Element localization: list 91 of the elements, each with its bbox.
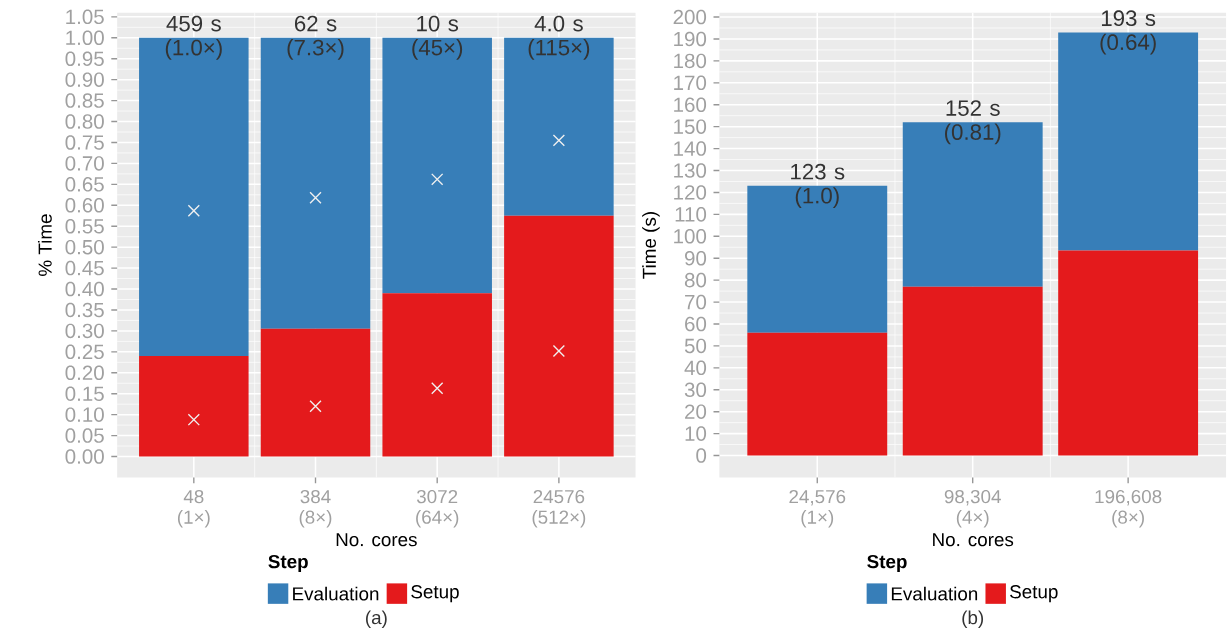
y-tick-label: 130 <box>674 163 707 178</box>
x-axis-title: No. cores <box>336 532 417 547</box>
y-tick-label: 120 <box>674 185 707 200</box>
y-tick-label: 0.45 <box>65 260 104 276</box>
y-tick-label: 30 <box>684 382 707 397</box>
y-tick-label: 0 <box>696 448 707 463</box>
bar <box>902 122 1043 287</box>
legend-label: Evaluation <box>293 586 379 601</box>
y-tick-label: 0.85 <box>65 93 104 108</box>
y-tick-label: 110 <box>675 206 707 222</box>
x-tick-label: 384 (8×) <box>299 489 332 528</box>
y-tick-label: 150 <box>674 119 707 134</box>
y-tick-label: 0.80 <box>65 114 104 129</box>
point <box>552 344 566 357</box>
y-tick-label: 0.40 <box>65 281 104 297</box>
y-tick-label: 0.10 <box>65 407 104 422</box>
x-tick-label: 24576 (512×) <box>532 489 586 528</box>
y-tick-label: 1.05 <box>66 9 104 24</box>
x-tick-label: 196,608 (8×) <box>1095 489 1162 528</box>
y-tick-label: 190 <box>674 31 707 47</box>
annotation: 459 s (1.0×) <box>165 15 222 60</box>
bar <box>139 37 249 356</box>
y-tick-label: 0.25 <box>65 344 104 359</box>
bar <box>1058 32 1199 251</box>
y-tick-label: 1.00 <box>66 30 104 45</box>
y-tick-label: 0.00 <box>65 449 104 464</box>
point <box>309 399 322 413</box>
legend-label: Setup <box>1010 584 1058 602</box>
y-tick-label: 0.20 <box>65 365 104 380</box>
bar <box>382 37 492 294</box>
y-tick-label: 160 <box>674 97 707 112</box>
y-tick-label: 60 <box>685 316 707 332</box>
x-tick-label: 24,576 (1×) <box>789 489 846 528</box>
y-tick-label: 0.60 <box>65 197 104 213</box>
y-tick-label: 70 <box>685 294 707 310</box>
y-tick-label: 0.65 <box>65 176 104 192</box>
point <box>187 204 200 217</box>
y-tick-label: 0.50 <box>65 239 104 255</box>
point <box>552 134 566 147</box>
y-tick-label: 180 <box>674 53 707 68</box>
y-tick-label: 0.35 <box>65 302 104 318</box>
y-tick-label: 50 <box>684 338 707 354</box>
bar <box>139 355 249 457</box>
bar <box>260 37 371 329</box>
bar <box>382 293 492 457</box>
legend-title: Step <box>867 554 907 572</box>
annotation: 193 s (0.64) <box>1100 10 1156 55</box>
bar <box>1058 250 1199 456</box>
legend-label: Setup <box>411 584 459 602</box>
text: (a) <box>366 610 387 628</box>
y-tick-label: 0.90 <box>65 72 104 87</box>
point <box>309 191 322 204</box>
y-tick-label: 0.15 <box>65 386 104 401</box>
bar <box>260 328 371 457</box>
x-tick-label: 98,304 (4×) <box>944 489 1001 528</box>
annotation: 10 s (45×) <box>412 15 463 60</box>
x-tick-label: 48 (1×) <box>177 489 210 528</box>
y-axis-title: Time (s) <box>642 211 660 279</box>
point <box>431 381 444 395</box>
y-tick-label: 0.55 <box>65 218 104 234</box>
y-tick-label: 0.95 <box>65 51 104 66</box>
legend-label: Evaluation <box>891 586 978 601</box>
y-tick-label: 0.05 <box>65 428 104 443</box>
y-tick-label: 40 <box>684 360 707 375</box>
bar <box>747 332 888 456</box>
x-tick-label: 3072 (64×) <box>416 489 459 528</box>
annotation: 62 s (7.3×) <box>287 15 344 60</box>
y-axis-title: % Time <box>37 214 52 276</box>
annotation: 152 s (0.81) <box>945 100 1001 145</box>
bar <box>747 185 888 333</box>
bar <box>504 215 614 457</box>
point <box>187 413 200 426</box>
bar <box>504 37 614 216</box>
x-axis-title: No. cores <box>933 532 1014 547</box>
legend-title: Step <box>268 554 308 572</box>
point <box>431 173 444 186</box>
y-tick-label: 200 <box>673 9 707 25</box>
annotation: 4.0 s (115×) <box>528 15 590 60</box>
text: (b) <box>962 610 984 628</box>
y-tick-label: 0.70 <box>65 155 104 171</box>
bar <box>902 286 1043 456</box>
y-tick-label: 100 <box>674 228 707 244</box>
y-tick-label: 0.75 <box>65 135 104 150</box>
y-tick-label: 90 <box>685 250 707 266</box>
y-tick-label: 140 <box>674 141 707 156</box>
y-tick-label: 0.30 <box>65 323 104 338</box>
y-tick-label: 20 <box>685 404 707 419</box>
annotation: 123 s (1.0) <box>791 163 845 208</box>
y-tick-label: 10 <box>685 426 707 441</box>
y-tick-label: 80 <box>684 272 707 288</box>
y-tick-label: 170 <box>674 75 707 90</box>
